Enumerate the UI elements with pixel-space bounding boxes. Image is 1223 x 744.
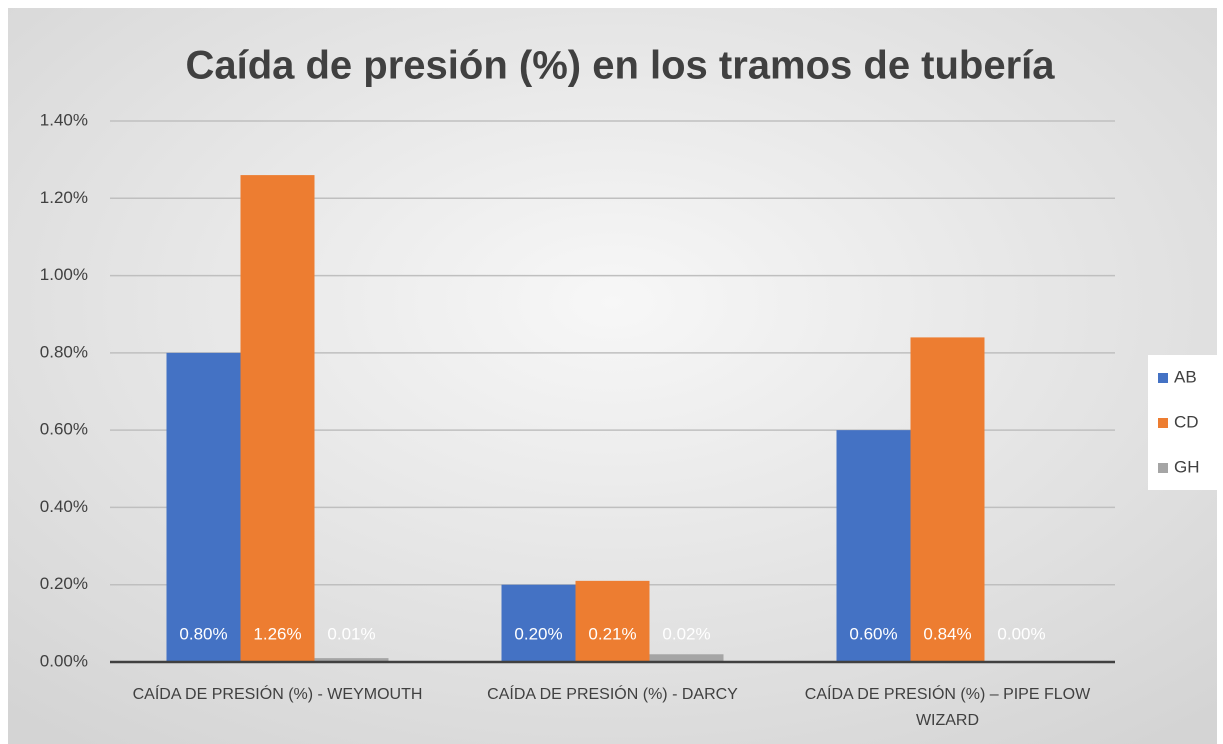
legend-label: GH <box>1174 457 1200 476</box>
bar <box>166 352 241 662</box>
y-tick-label: 0.40% <box>40 497 88 516</box>
y-tick-label: 1.00% <box>40 265 88 284</box>
bar <box>240 175 315 662</box>
bar <box>314 658 389 662</box>
data-label: 0.20% <box>514 624 562 643</box>
y-tick-label: 1.20% <box>40 188 88 207</box>
bar <box>649 654 724 662</box>
y-tick-label: 0.60% <box>40 420 88 439</box>
y-tick-label: 0.80% <box>40 342 88 361</box>
data-label: 0.60% <box>849 624 897 643</box>
legend-swatch <box>1158 463 1168 473</box>
data-label: 0.00% <box>997 624 1045 643</box>
data-label: 1.26% <box>253 624 301 643</box>
data-label: 0.01% <box>327 624 375 643</box>
y-tick-label: 1.40% <box>40 110 88 129</box>
x-tick-label: CAÍDA DE PRESIÓN (%) – PIPE FLOW WIZARD <box>805 684 1091 729</box>
data-label: 0.84% <box>923 624 971 643</box>
x-tick-label: CAÍDA DE PRESIÓN (%) - DARCY <box>487 684 738 703</box>
legend-swatch <box>1158 373 1168 383</box>
data-label: 0.21% <box>588 624 636 643</box>
data-label: 0.02% <box>662 624 710 643</box>
legend-label: CD <box>1174 412 1199 431</box>
bar <box>501 584 576 662</box>
bar <box>910 337 985 662</box>
legend-label: AB <box>1174 367 1197 386</box>
x-tick-label: CAÍDA DE PRESIÓN (%) - WEYMOUTH <box>133 684 423 703</box>
legend-swatch <box>1158 418 1168 428</box>
y-tick-label: 0.00% <box>40 651 88 670</box>
chart-title: Caída de presión (%) en los tramos de tu… <box>185 44 1055 88</box>
bar <box>575 580 650 662</box>
y-tick-label: 0.20% <box>40 574 88 593</box>
bar <box>836 430 911 662</box>
data-label: 0.80% <box>179 624 227 643</box>
